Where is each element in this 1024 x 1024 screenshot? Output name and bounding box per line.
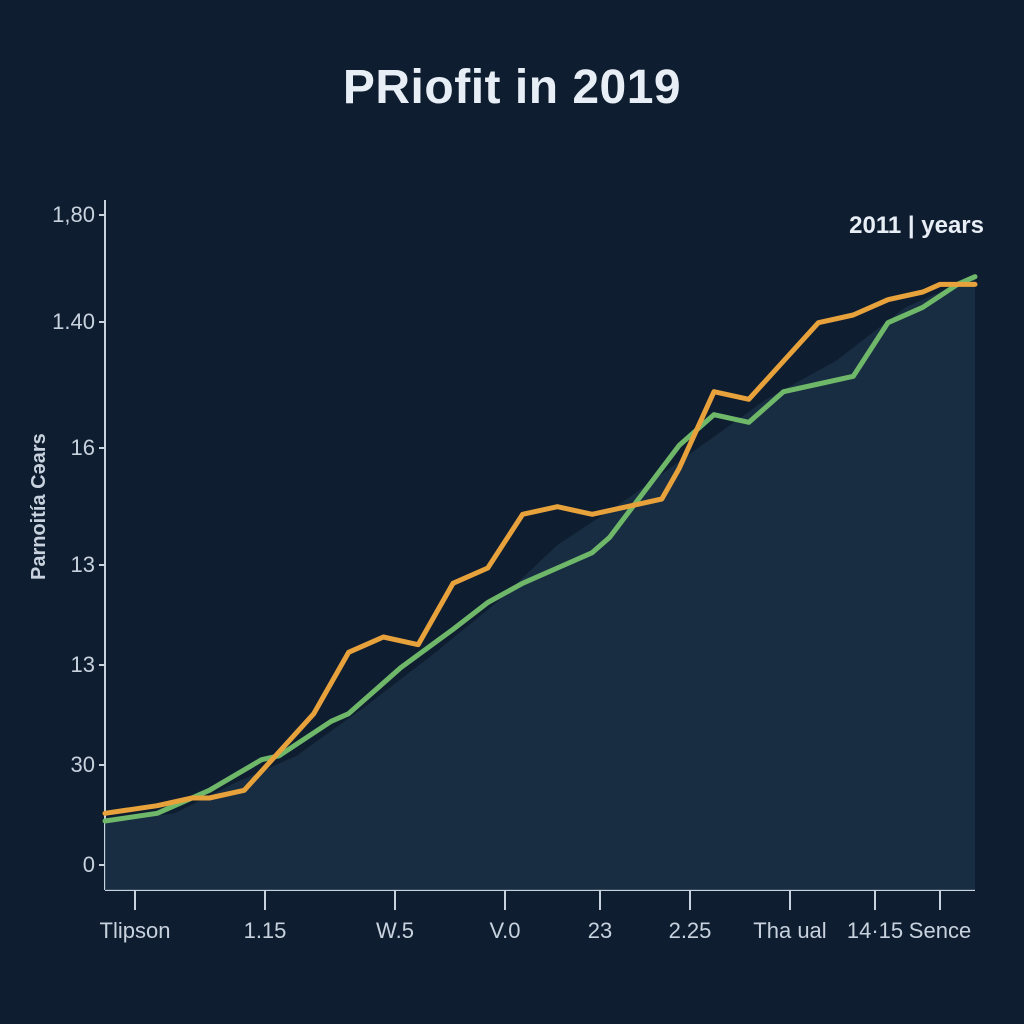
y-tick-label: 0 (35, 852, 95, 878)
y-tick-label: 13 (35, 652, 95, 678)
y-tick-label: 13 (35, 552, 95, 578)
x-tick-label: 23 (588, 918, 612, 944)
y-tick-label: 30 (35, 752, 95, 778)
x-tick-label: Tha ual (753, 918, 826, 944)
y-tick-label: 16 (35, 435, 95, 461)
y-tick-label: 1,80 (35, 202, 95, 228)
x-tick-label: W.5 (376, 918, 414, 944)
x-tick-label: 1.15 (244, 918, 287, 944)
y-tick-label: 1.40 (35, 309, 95, 335)
x-tick-label: 14·15 (847, 918, 903, 944)
x-tick-label: 2.25 (669, 918, 712, 944)
x-tick-label: V.0 (489, 918, 520, 944)
plot-svg (0, 0, 1024, 1024)
x-tick-label: Sence (909, 918, 971, 944)
profit-chart: PRiofit in 2019 2011 | years Parnoitía C… (0, 0, 1024, 1024)
x-tick-label: Tlipson (100, 918, 171, 944)
